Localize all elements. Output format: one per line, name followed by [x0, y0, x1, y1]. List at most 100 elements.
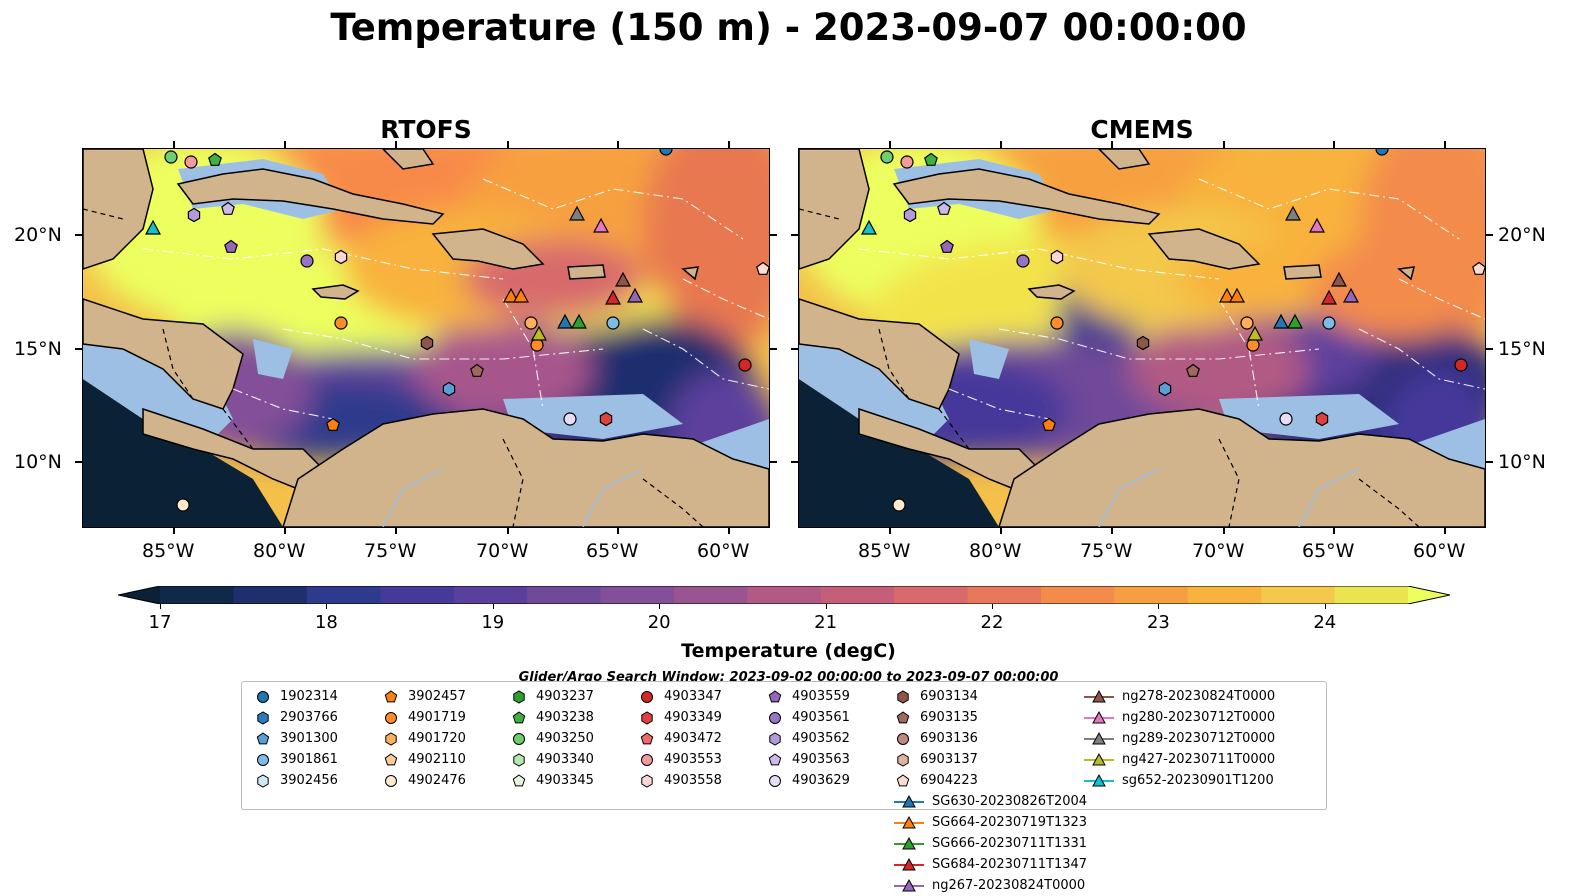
glider-marker[interactable] — [860, 219, 878, 235]
legend-item[interactable]: 1902314 — [254, 686, 338, 707]
argo-float-marker[interactable] — [221, 201, 235, 215]
legend-item[interactable]: 6904223 — [894, 770, 1087, 791]
argo-float-marker[interactable] — [164, 150, 178, 164]
argo-float-marker[interactable] — [738, 358, 752, 372]
argo-float-marker[interactable] — [187, 207, 201, 223]
argo-float-marker[interactable] — [176, 498, 190, 512]
argo-float-marker[interactable] — [420, 335, 434, 351]
argo-float-marker[interactable] — [903, 207, 917, 223]
glider-marker[interactable] — [512, 287, 530, 303]
argo-float-marker[interactable] — [900, 155, 914, 169]
legend-item[interactable]: 4903238 — [510, 707, 594, 728]
glider-marker[interactable] — [530, 325, 548, 341]
legend-item[interactable]: sg652-20230901T1200 — [1084, 770, 1275, 791]
argo-float-marker[interactable] — [1050, 249, 1064, 265]
argo-float-marker[interactable] — [756, 261, 769, 275]
argo-float-marker[interactable] — [470, 363, 484, 377]
glider-marker[interactable] — [614, 271, 632, 287]
legend-item[interactable]: ng280-20230712T0000 — [1084, 707, 1275, 728]
argo-float-marker[interactable] — [1454, 358, 1468, 372]
glider-marker[interactable] — [1284, 205, 1302, 221]
argo-float-marker[interactable] — [530, 338, 544, 352]
argo-float-marker[interactable] — [1322, 316, 1336, 330]
legend-item[interactable]: SG664-20230719T1323 — [894, 812, 1087, 833]
legend-item[interactable]: 4901719 — [382, 707, 466, 728]
legend-item[interactable]: 3902457 — [382, 686, 466, 707]
legend-item[interactable]: 4903349 — [638, 707, 722, 728]
legend-item[interactable]: SG684-20230711T1347 — [894, 854, 1087, 875]
legend-item[interactable]: ng267-20230824T0000 — [894, 875, 1087, 896]
legend-item[interactable]: ng278-20230824T0000 — [1084, 686, 1275, 707]
glider-marker[interactable] — [592, 217, 610, 233]
argo-float-marker[interactable] — [892, 498, 906, 512]
argo-float-marker[interactable] — [326, 417, 340, 431]
legend-item[interactable]: 4903559 — [766, 686, 850, 707]
glider-marker[interactable] — [604, 289, 622, 305]
glider-marker[interactable] — [502, 287, 520, 303]
argo-float-marker[interactable] — [940, 239, 954, 253]
legend-item[interactable]: 4903562 — [766, 728, 850, 749]
argo-float-marker[interactable] — [524, 316, 538, 330]
legend-item[interactable]: 4901720 — [382, 728, 466, 749]
legend-item[interactable]: SG630-20230826T2004 — [894, 791, 1087, 812]
argo-float-marker[interactable] — [1315, 411, 1329, 427]
legend-item[interactable]: 4903629 — [766, 770, 850, 791]
argo-float-marker[interactable] — [334, 249, 348, 265]
glider-marker[interactable] — [1272, 313, 1290, 329]
legend-item[interactable]: SG666-20230711T1331 — [894, 833, 1087, 854]
argo-float-marker[interactable] — [937, 201, 951, 215]
argo-float-marker[interactable] — [208, 152, 222, 166]
legend-item[interactable]: 4903237 — [510, 686, 594, 707]
argo-float-marker[interactable] — [224, 239, 238, 253]
glider-marker[interactable] — [1246, 325, 1264, 341]
argo-float-marker[interactable] — [1050, 316, 1064, 330]
legend-item[interactable]: 4902476 — [382, 770, 466, 791]
glider-marker[interactable] — [144, 219, 162, 235]
glider-marker[interactable] — [1286, 313, 1304, 329]
argo-float-marker[interactable] — [334, 316, 348, 330]
argo-float-marker[interactable] — [184, 155, 198, 169]
legend-item[interactable]: 4903345 — [510, 770, 594, 791]
argo-float-marker[interactable] — [1279, 412, 1293, 426]
glider-marker[interactable] — [568, 205, 586, 221]
legend-item[interactable]: 2903766 — [254, 707, 338, 728]
legend-item[interactable]: 6903134 — [894, 686, 1087, 707]
argo-float-marker[interactable] — [1016, 254, 1030, 268]
argo-float-marker[interactable] — [1136, 335, 1150, 351]
legend-item[interactable]: 4902110 — [382, 749, 466, 770]
glider-marker[interactable] — [1218, 287, 1236, 303]
argo-float-marker[interactable] — [1375, 149, 1389, 156]
legend-item[interactable]: 4903472 — [638, 728, 722, 749]
legend-item[interactable]: ng289-20230712T0000 — [1084, 728, 1275, 749]
argo-float-marker[interactable] — [1186, 363, 1200, 377]
legend-item[interactable]: ng427-20230711T0000 — [1084, 749, 1275, 770]
map-rtofs[interactable] — [82, 148, 770, 528]
argo-float-marker[interactable] — [880, 150, 894, 164]
glider-marker[interactable] — [1320, 289, 1338, 305]
legend-item[interactable]: 4903563 — [766, 749, 850, 770]
glider-marker[interactable] — [1228, 287, 1246, 303]
glider-marker[interactable] — [1342, 287, 1360, 303]
argo-float-marker[interactable] — [563, 412, 577, 426]
legend-item[interactable]: 6903137 — [894, 749, 1087, 770]
legend-item[interactable]: 4903558 — [638, 770, 722, 791]
glider-marker[interactable] — [626, 287, 644, 303]
glider-marker[interactable] — [556, 313, 574, 329]
argo-float-marker[interactable] — [1158, 381, 1172, 397]
legend-item[interactable]: 4903561 — [766, 707, 850, 728]
glider-marker[interactable] — [1308, 217, 1326, 233]
legend-item[interactable]: 3902456 — [254, 770, 338, 791]
argo-float-marker[interactable] — [1246, 338, 1260, 352]
legend-item[interactable]: 4903250 — [510, 728, 594, 749]
argo-float-marker[interactable] — [442, 381, 456, 397]
legend-item[interactable]: 3901861 — [254, 749, 338, 770]
legend-item[interactable]: 4903347 — [638, 686, 722, 707]
legend-item[interactable]: 6903136 — [894, 728, 1087, 749]
legend-item[interactable]: 4903340 — [510, 749, 594, 770]
argo-float-marker[interactable] — [300, 254, 314, 268]
argo-float-marker[interactable] — [924, 152, 938, 166]
map-cmems[interactable] — [798, 148, 1486, 528]
glider-marker[interactable] — [570, 313, 588, 329]
argo-float-marker[interactable] — [659, 149, 673, 156]
legend-item[interactable]: 4903553 — [638, 749, 722, 770]
